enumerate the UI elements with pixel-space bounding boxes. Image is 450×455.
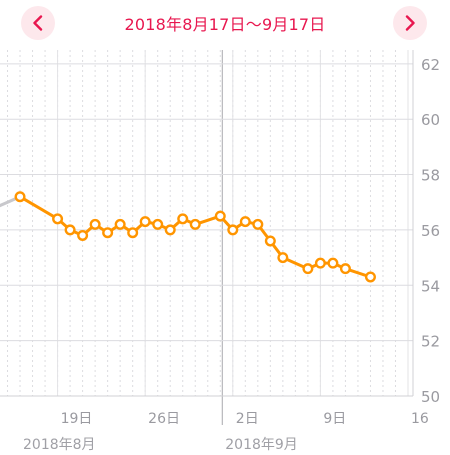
chevron-left-icon bbox=[33, 15, 43, 31]
data-point bbox=[64, 224, 76, 236]
data-point bbox=[189, 218, 201, 230]
month-label: 2018年8月 bbox=[23, 437, 96, 453]
data-point bbox=[152, 218, 164, 230]
previous-period-button[interactable] bbox=[21, 6, 55, 40]
y-tick-label: 50 bbox=[421, 388, 440, 406]
data-point bbox=[164, 224, 176, 236]
y-tick-label: 58 bbox=[421, 167, 440, 185]
x-tick-label: 26日 bbox=[148, 411, 180, 427]
next-period-button[interactable] bbox=[393, 6, 427, 40]
data-point bbox=[177, 213, 189, 225]
month-label: 2018年9月 bbox=[225, 437, 298, 453]
data-point bbox=[127, 227, 139, 239]
data-point bbox=[277, 252, 289, 264]
x-tick-label: 19日 bbox=[61, 411, 93, 427]
y-tick-label: 54 bbox=[421, 277, 440, 295]
data-point bbox=[302, 263, 314, 275]
x-tick-label: 2日 bbox=[236, 411, 259, 427]
data-point bbox=[14, 191, 26, 203]
y-tick-label: 52 bbox=[421, 333, 440, 351]
data-point bbox=[114, 218, 126, 230]
data-point bbox=[227, 224, 239, 236]
data-point bbox=[239, 216, 251, 228]
data-point bbox=[77, 229, 89, 241]
data-point bbox=[339, 263, 351, 275]
y-tick-label: 62 bbox=[421, 56, 440, 74]
data-point bbox=[89, 218, 101, 230]
y-tick-label: 56 bbox=[421, 222, 440, 240]
data-point bbox=[214, 210, 226, 222]
chevron-right-icon bbox=[405, 15, 415, 31]
data-point bbox=[314, 257, 326, 269]
data-point bbox=[327, 257, 339, 269]
data-point bbox=[52, 213, 64, 225]
date-range-header: 2018年8月17日〜9月17日 bbox=[0, 0, 450, 50]
data-point bbox=[264, 235, 276, 247]
data-point bbox=[102, 227, 114, 239]
data-point bbox=[364, 271, 376, 283]
y-tick-label: 60 bbox=[421, 111, 440, 129]
x-tick-label: 16 bbox=[411, 411, 429, 427]
data-point bbox=[139, 216, 151, 228]
data-point bbox=[252, 218, 264, 230]
x-tick-label: 9日 bbox=[323, 411, 346, 427]
date-range-title: 2018年8月17日〜9月17日 bbox=[124, 15, 326, 34]
